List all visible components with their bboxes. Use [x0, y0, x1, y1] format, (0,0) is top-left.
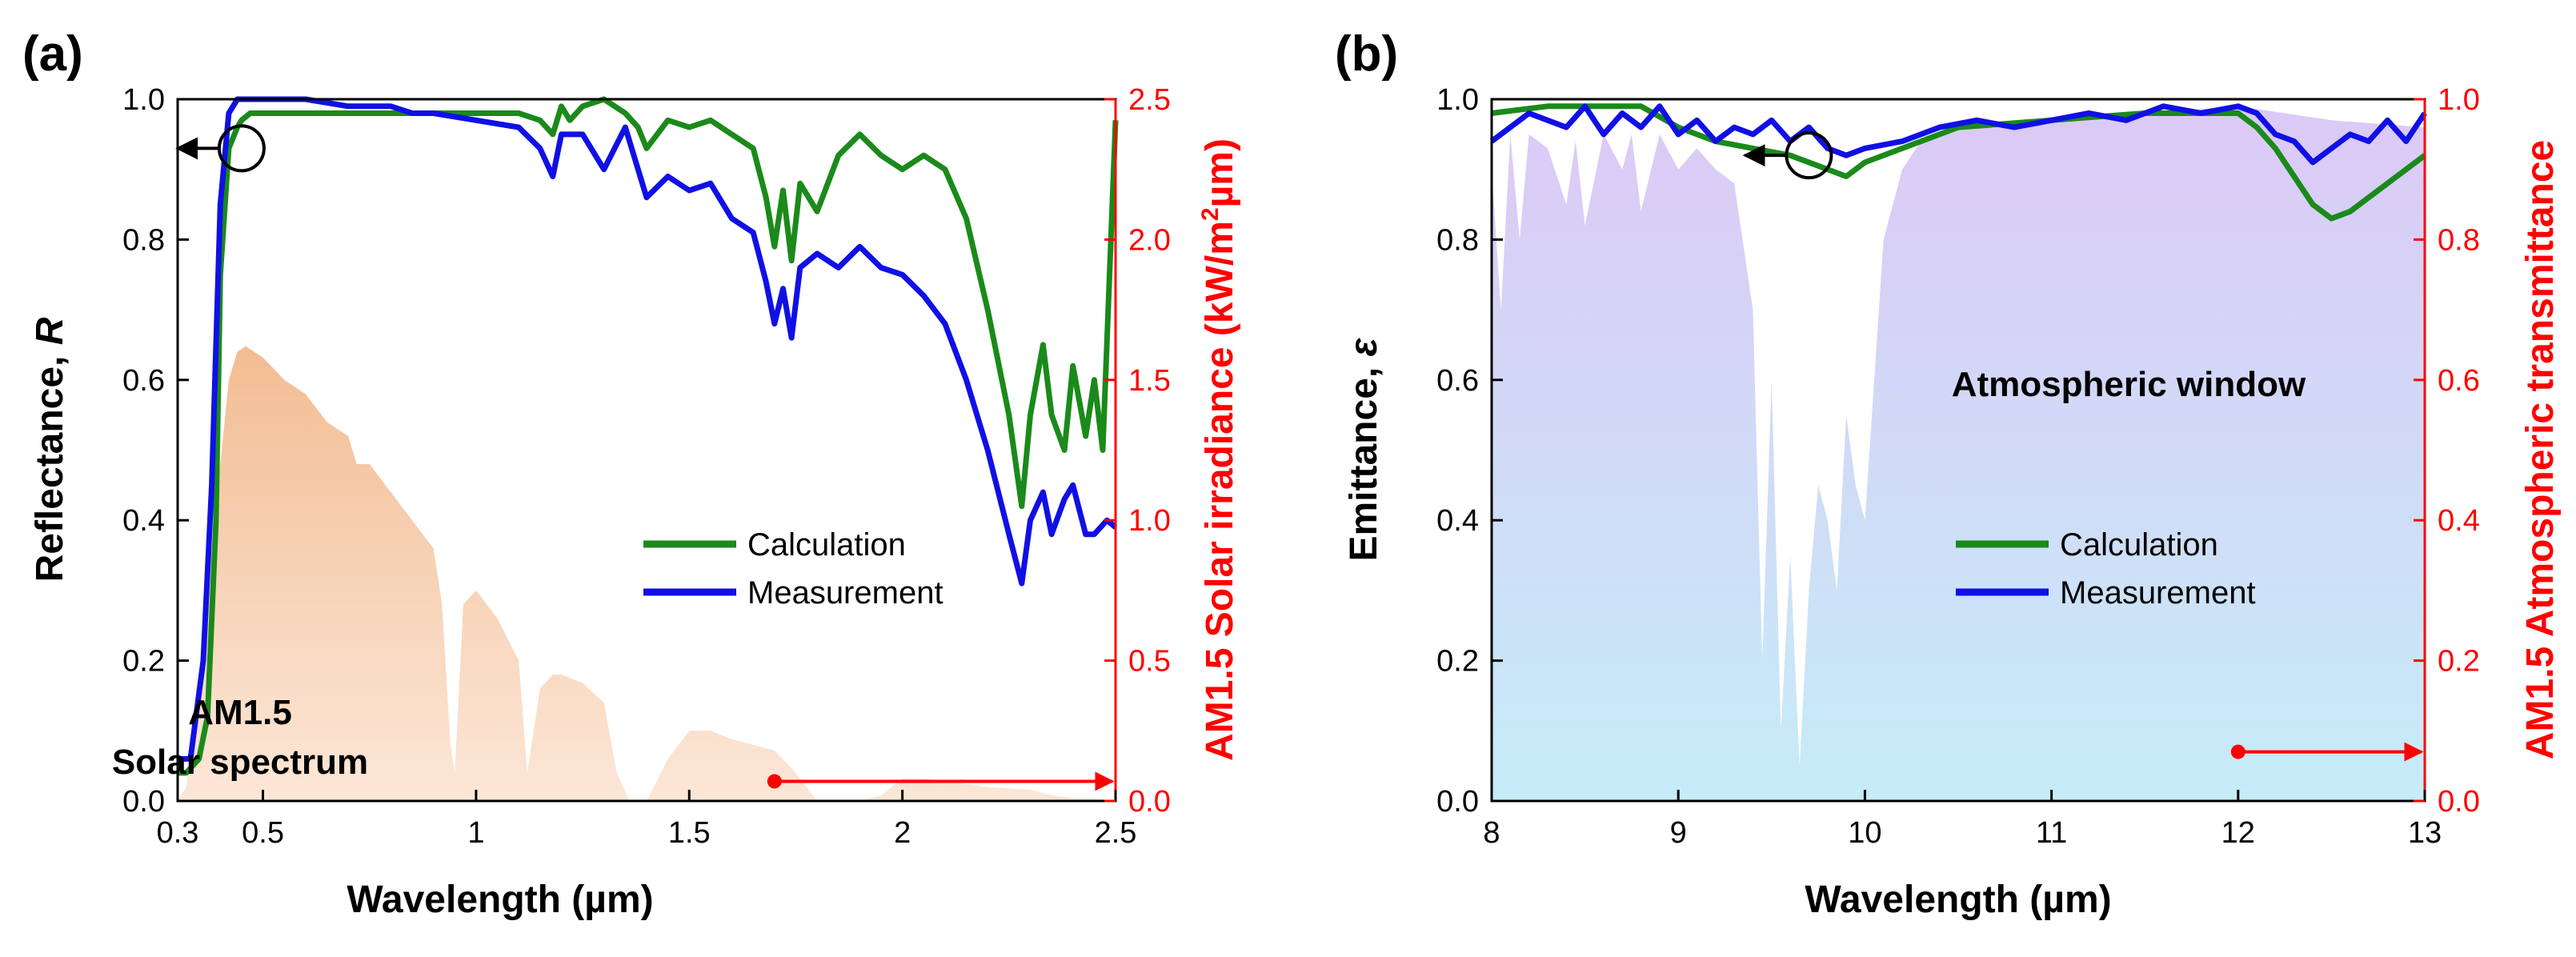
- b-y2-axis-title: AM1.5 Atmospheric transmittance: [2519, 140, 2562, 759]
- b-axis-ticks: 8 9 10 11 12 130.00.20.40.60.81.00.00.20.40.6…: [1436, 83, 2480, 850]
- a-legend-meas-label: Measurement: [747, 575, 943, 611]
- a-legend: Calculation Measurement: [643, 527, 943, 611]
- b-xtick-label: 10: [1848, 816, 1881, 850]
- a-legend-calc-label: Calculation: [747, 527, 906, 563]
- a-ytick-label: 0.4: [122, 504, 165, 538]
- b-ytick-label: 1.0: [1436, 83, 1479, 117]
- a-solar-spectrum-fill: [178, 346, 1116, 802]
- a-y2tick-label: 0.0: [1128, 785, 1171, 819]
- a-ytick-label: 0.6: [122, 364, 165, 398]
- b-series-measurement: [1489, 103, 2427, 166]
- b-x-axis-title: Wavelength (µm): [1805, 879, 2111, 921]
- b-xtick-label: 13: [2408, 816, 2442, 850]
- b-legend: Calculation Measurement: [1956, 527, 2256, 611]
- a-ytick-label: 0.0: [122, 785, 165, 819]
- b-ytick-label: 0.4: [1436, 504, 1479, 538]
- b-ytick-label: 0.8: [1436, 223, 1479, 257]
- a-xtick-label: 1.5: [668, 816, 711, 850]
- a-y2tick-label: 1.0: [1128, 504, 1171, 538]
- b-series-lines: [1489, 103, 2427, 222]
- a-annotation-line-1: AM1.5: [188, 693, 292, 732]
- b-y-axis-title: Emittance, ε: [1343, 337, 1385, 561]
- a-xtick-label: 2.5: [1095, 816, 1137, 850]
- a-y2tick-label: 2.5: [1128, 83, 1171, 117]
- b-xtick-label: 12: [2221, 816, 2255, 850]
- b-y2tick-label: 1.0: [2438, 83, 2480, 117]
- b-ytick-label: 0.0: [1436, 785, 1479, 819]
- b-y2tick-label: 0.0: [2438, 785, 2480, 819]
- a-xtick-label: 2: [894, 816, 911, 850]
- panel-b: (b) 8 9 10 11 12 130.00.20.40.60.81.00.00.20.…: [1335, 26, 2562, 921]
- b-legend-calc-label: Calculation: [2060, 527, 2218, 563]
- a-annotation-line-2: Solar spectrum: [112, 743, 368, 782]
- a-x-axis-title: Wavelength (µm): [347, 879, 653, 921]
- a-arrows: [175, 124, 1115, 791]
- b-arrows: [1742, 131, 2424, 762]
- b-y2tick-label: 0.6: [2438, 364, 2480, 398]
- panel-b-label: (b): [1335, 26, 1398, 82]
- b-annotation: Atmospheric window: [1952, 365, 2306, 404]
- b-xtick-label: 9: [1670, 816, 1687, 850]
- b-xtick-label: 11: [2036, 816, 2067, 850]
- b-ytick-label: 0.6: [1436, 364, 1479, 398]
- a-ytick-label: 1.0: [122, 83, 165, 117]
- a-fill-area: [178, 346, 1116, 802]
- a-xtick-label: 0.3: [157, 816, 199, 850]
- a-series-calculation: [178, 96, 1119, 776]
- a-y-axis-title: Reflectance, R: [29, 317, 71, 582]
- a-xtick-label: 0.5: [242, 816, 284, 850]
- panel-a: (a) 0.3 0.5 1 1.5 2 2.50.00.20.40.60.81.00.00…: [22, 26, 1241, 921]
- b-xtick-label: 8: [1483, 816, 1500, 850]
- a-y2tick-label: 0.5: [1128, 645, 1171, 679]
- b-ytick-label: 0.2: [1436, 645, 1479, 679]
- a-ytick-label: 0.2: [122, 645, 165, 679]
- panel-a-label: (a): [22, 26, 83, 82]
- b-y2tick-label: 0.4: [2438, 504, 2480, 538]
- b-atmospheric-transmittance-fill: [1492, 106, 2425, 801]
- b-fill-area: [1492, 106, 2425, 801]
- a-axis-ticks: 0.3 0.5 1 1.5 2 2.50.00.20.40.60.81.00.00.51.…: [122, 83, 1171, 850]
- a-y2tick-label: 1.5: [1128, 364, 1171, 398]
- b-y2tick-label: 0.2: [2438, 645, 2480, 679]
- a-xtick-label: 1: [467, 816, 484, 850]
- a-ytick-label: 0.8: [122, 223, 165, 257]
- b-legend-meas-label: Measurement: [2060, 575, 2256, 611]
- b-y2tick-label: 0.8: [2438, 223, 2480, 257]
- a-y2tick-label: 2.0: [1128, 223, 1171, 257]
- a-y2-axis-title: AM1.5 Solar irradiance (kW/m2µm): [1197, 138, 1241, 761]
